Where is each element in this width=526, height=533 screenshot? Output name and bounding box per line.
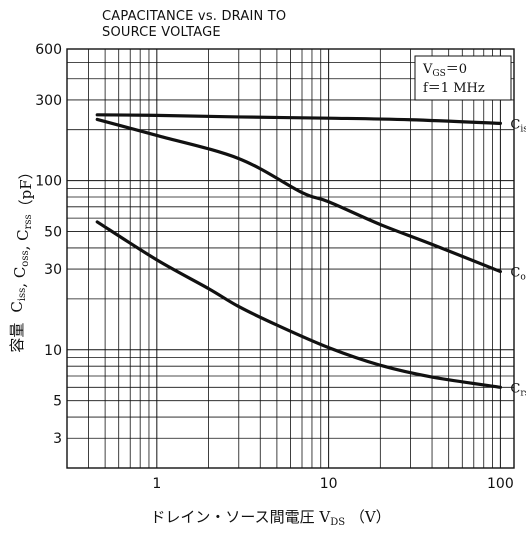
curves — [95, 113, 502, 389]
condition-line: f＝1 MHz — [423, 81, 485, 96]
series-label-ciss: Ciss — [510, 117, 526, 134]
y-tick-label: 300 — [35, 93, 62, 109]
chart-title-line: CAPACITANCE vs. DRAIN TO — [102, 9, 286, 24]
tick-labels: 1 10 100 600 300 100 50 30 10 5 3 — [35, 42, 513, 492]
series-line-crss — [95, 220, 502, 389]
x-tick-label: 100 — [487, 476, 514, 492]
series-label-coss: Coss — [510, 266, 526, 283]
x-tick-label: 10 — [320, 476, 338, 492]
series-label-crss: Crss — [510, 381, 526, 398]
y-tick-label: 3 — [53, 431, 62, 447]
x-axis-label: ドレイン・ソース間電圧 VDS （V） — [150, 508, 390, 528]
y-tick-label: 5 — [53, 394, 62, 410]
y-tick-label: 600 — [35, 42, 62, 58]
y-tick-label: 50 — [44, 225, 62, 241]
y-tick-label: 100 — [35, 174, 62, 190]
conditions-box-frame — [414, 55, 512, 101]
axis-labels: ドレイン・ソース間電圧 VDS （V） 容量Ciss, Coss, Crss（pF… — [8, 164, 391, 528]
plot-frame — [66, 48, 515, 469]
series-labels: Ciss Coss Crss — [510, 117, 526, 398]
x-tick-label: 1 — [152, 476, 161, 492]
y-tick-label: 30 — [44, 262, 62, 278]
condition-line: VGS＝0 — [422, 62, 467, 79]
chart-title-line: SOURCE VOLTAGE — [102, 25, 221, 40]
series-line-ciss — [95, 113, 502, 125]
grid — [66, 49, 514, 468]
y-axis-label: 容量Ciss, Coss, Crss（pF） — [8, 164, 35, 352]
series-line-coss — [95, 117, 502, 274]
y-tick-label: 10 — [44, 343, 62, 359]
conditions-box: VGS＝0 f＝1 MHz — [414, 55, 512, 101]
